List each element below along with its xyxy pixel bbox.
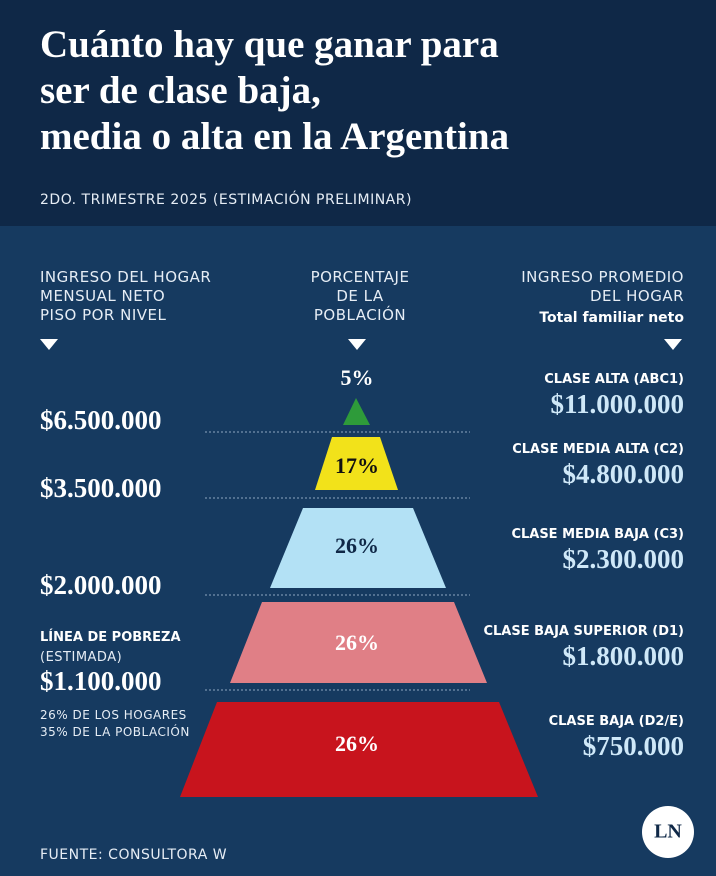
level-income: $4.800.000 bbox=[562, 459, 685, 489]
pyramid-level bbox=[315, 437, 398, 490]
poverty-detail: 26% DE LOS HOGARES bbox=[40, 708, 187, 722]
pyramid-level bbox=[270, 508, 446, 588]
level-income: $1.800.000 bbox=[562, 641, 685, 671]
column-head: DE LA bbox=[336, 287, 384, 305]
pyramid-level bbox=[343, 398, 370, 425]
level-percent: 17% bbox=[335, 453, 379, 478]
title-line: ser de clase baja, bbox=[40, 69, 321, 112]
level-name: CLASE MEDIA ALTA (C2) bbox=[512, 442, 684, 457]
title-line: Cuánto hay que ganar para bbox=[40, 23, 499, 66]
threshold-label: $2.000.000 bbox=[40, 570, 162, 600]
arrow bbox=[348, 339, 366, 350]
column-head: MENSUAL NETO bbox=[40, 287, 166, 305]
threshold-label: $6.500.000 bbox=[40, 405, 162, 435]
subtitle: 2DO. TRIMESTRE 2025 (ESTIMACIÓN PRELIMIN… bbox=[40, 192, 412, 208]
pyramid-level bbox=[180, 702, 538, 797]
pyramid-level bbox=[230, 602, 487, 683]
poverty-note: (ESTIMADA) bbox=[40, 650, 123, 665]
column-head: INGRESO DEL HOGAR bbox=[40, 268, 212, 286]
poverty-value: $1.100.000 bbox=[40, 666, 162, 696]
poverty-label: LÍNEA DE POBREZA bbox=[40, 630, 181, 645]
threshold-label: $3.500.000 bbox=[40, 473, 162, 503]
header bbox=[0, 0, 716, 226]
column-head: PORCENTAJE bbox=[310, 268, 410, 286]
level-percent: 26% bbox=[335, 533, 379, 558]
column-head: INGRESO PROMEDIO bbox=[521, 268, 684, 286]
column-head: POBLACIÓN bbox=[313, 306, 407, 324]
arrow bbox=[664, 339, 682, 350]
title-line: media o alta en la Argentina bbox=[40, 115, 510, 158]
column-head: PISO POR NIVEL bbox=[40, 306, 167, 324]
level-income: $2.300.000 bbox=[562, 544, 685, 574]
logo: LN bbox=[654, 821, 682, 843]
level-income: $750.000 bbox=[582, 731, 684, 761]
level-income: $11.000.000 bbox=[550, 389, 684, 419]
level-name: CLASE BAJA (D2/E) bbox=[548, 714, 684, 729]
level-name: CLASE MEDIA BAJA (C3) bbox=[511, 527, 684, 542]
level-percent: 26% bbox=[335, 731, 379, 756]
level-name: CLASE BAJA SUPERIOR (D1) bbox=[483, 624, 684, 639]
column-head: DEL HOGAR bbox=[589, 287, 684, 305]
source: FUENTE: CONSULTORA W bbox=[40, 847, 228, 863]
column-sub: Total familiar neto bbox=[539, 310, 684, 326]
level-percent: 26% bbox=[335, 630, 379, 655]
logo-circle bbox=[642, 806, 694, 858]
level-percent: 5% bbox=[341, 365, 374, 390]
poverty-detail: 35% DE LA POBLACIÓN bbox=[40, 725, 190, 739]
level-name: CLASE ALTA (ABC1) bbox=[544, 372, 684, 387]
arrow bbox=[40, 339, 58, 350]
